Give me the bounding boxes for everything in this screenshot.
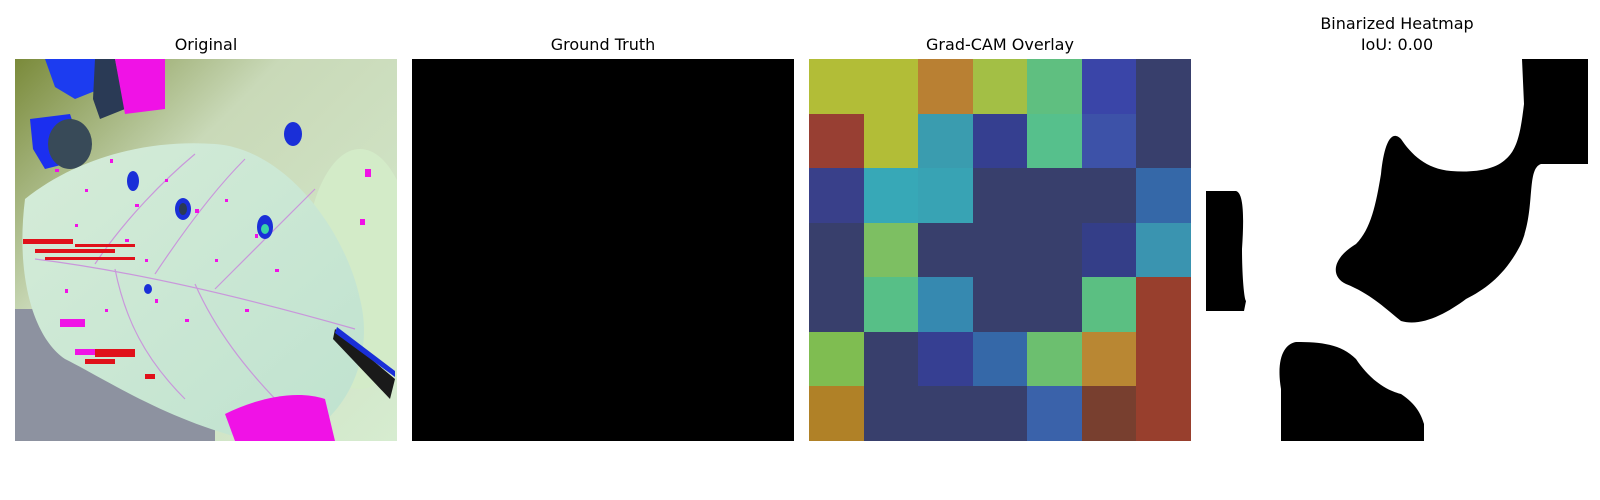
gradcam-cell-r3-c5 [1082, 223, 1136, 277]
gradcam-cell-r0-c6 [1136, 59, 1191, 114]
gradcam-cell-r6-c4 [1027, 386, 1082, 441]
gradcam-cell-r3-c4 [1027, 223, 1082, 277]
gradcam-cell-r5-c2 [918, 332, 973, 386]
gradcam-cell-r2-c6 [1136, 168, 1191, 223]
gradcam-cell-r4-c2 [918, 277, 973, 332]
gradcam-cell-r0-c3 [973, 59, 1027, 114]
gradcam-cell-r5-c4 [1027, 332, 1082, 386]
gradcam-cell-r2-c1 [864, 168, 918, 223]
gradcam-cell-r2-c4 [1027, 168, 1082, 223]
gradcam-cell-r5-c1 [864, 332, 918, 386]
gradcam-cell-r3-c6 [1136, 223, 1191, 277]
gradcam-cell-r4-c3 [973, 277, 1027, 332]
original-title: Original [174, 35, 238, 54]
ground-truth-mask [412, 59, 794, 441]
gradcam-cell-r3-c1 [864, 223, 918, 277]
gradcam-cell-r4-c6 [1136, 277, 1191, 332]
gradcam-cell-r1-c1 [864, 114, 918, 168]
gradcam-cell-r6-c3 [973, 386, 1027, 441]
original-image [15, 59, 397, 441]
gradcam-cell-r1-c4 [1027, 114, 1082, 168]
gradcam-cell-r1-c0 [809, 114, 864, 168]
gradcam-cell-r0-c4 [1027, 59, 1082, 114]
gradcam-cell-r5-c6 [1136, 332, 1191, 386]
gradcam-cell-r1-c6 [1136, 114, 1191, 168]
gradcam-cell-r4-c4 [1027, 277, 1082, 332]
gradcam-cell-r5-c0 [809, 332, 864, 386]
gradcam-cell-r0-c1 [864, 59, 918, 114]
gradcam-cell-r4-c5 [1082, 277, 1136, 332]
gradcam-cell-r6-c2 [918, 386, 973, 441]
binarized-heatmap-heading: Binarized Heatmap [1320, 14, 1474, 33]
gradcam-cell-r2-c2 [918, 168, 973, 223]
binarized-heatmap-title: Binarized Heatmap IoU: 0.00 [1206, 13, 1588, 55]
gradcam-cell-r4-c1 [864, 277, 918, 332]
gradcam-cell-r1-c3 [973, 114, 1027, 168]
gradcam-overlay-title: Grad-CAM Overlay [926, 35, 1074, 54]
gradcam-cell-r0-c0 [809, 59, 864, 114]
gradcam-cell-r3-c0 [809, 223, 864, 277]
gradcam-cell-r6-c1 [864, 386, 918, 441]
gradcam-cell-r0-c2 [918, 59, 973, 114]
gradcam-cell-r4-c0 [809, 277, 864, 332]
gradcam-overlay [809, 59, 1191, 441]
iou-label: IoU: 0.00 [1360, 35, 1434, 54]
binarized-heatmap [1206, 59, 1588, 441]
gradcam-cell-r1-c5 [1082, 114, 1136, 168]
gradcam-cell-r0-c5 [1082, 59, 1136, 114]
ground-truth-title: Ground Truth [550, 35, 656, 54]
gradcam-cell-r3-c3 [973, 223, 1027, 277]
gradcam-cell-r6-c5 [1082, 386, 1136, 441]
gradcam-cell-r2-c0 [809, 168, 864, 223]
gradcam-cell-r6-c0 [809, 386, 864, 441]
gradcam-cell-r2-c3 [973, 168, 1027, 223]
gradcam-cell-r5-c5 [1082, 332, 1136, 386]
gradcam-cell-r5-c3 [973, 332, 1027, 386]
gradcam-cell-r1-c2 [918, 114, 973, 168]
gradcam-cell-r6-c6 [1136, 386, 1191, 441]
gradcam-cell-r3-c2 [918, 223, 973, 277]
gradcam-cell-r2-c5 [1082, 168, 1136, 223]
